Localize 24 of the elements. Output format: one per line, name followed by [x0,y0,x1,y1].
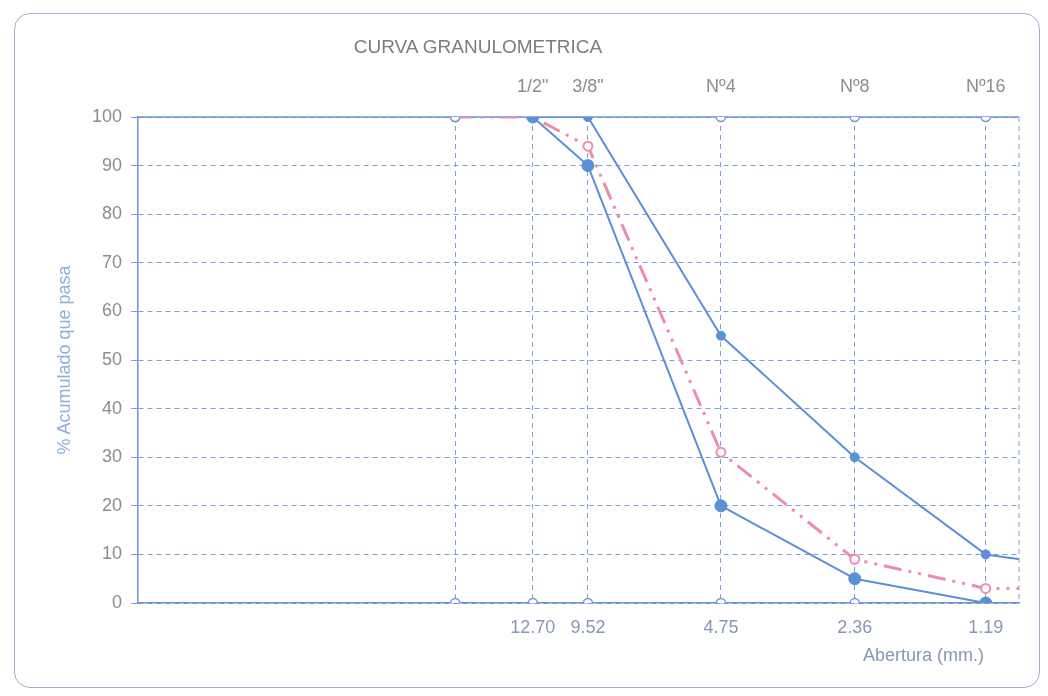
y-axis-title: % Acumulado que pasa [53,264,74,455]
y-tick-label: 90 [101,154,122,175]
y-tick-label: 80 [101,203,122,224]
y-tick-label: 100 [91,105,122,126]
annotation: 3/8" [572,75,604,96]
x-axis-title: Abertura (mm.) [862,644,984,665]
x-tick-label: 12.70 [510,616,556,637]
y-tick-label: 50 [101,348,122,369]
annotation: Nº4 [706,75,736,96]
y-tick-label: 10 [101,543,122,564]
y-tick-label: 30 [101,446,122,467]
annotation: 1/2" [517,75,549,96]
chart-title: CURVA GRANULOMETRICA [353,36,603,58]
x-tick-label: 9.52 [570,616,606,637]
x-tick-label: 2.36 [837,616,873,637]
y-tick-label: 20 [101,494,122,515]
y-tick-label: 40 [101,397,122,418]
x-tick-label: 4.75 [703,616,739,637]
x-tick-label: 1.19 [968,616,1004,637]
annotation: Nº8 [839,75,870,96]
y-tick-label: 0 [111,591,122,612]
annotation: Nº16 [965,75,1006,96]
y-tick-label: 60 [101,300,122,321]
y-tick-label: 70 [101,251,122,272]
